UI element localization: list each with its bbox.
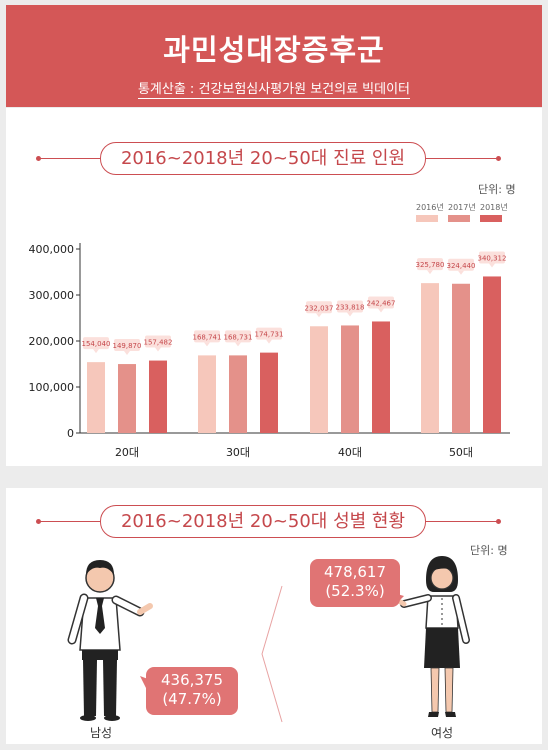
bar — [310, 326, 328, 433]
data-label-tail — [155, 347, 161, 352]
data-label-tail — [378, 308, 384, 313]
x-tick-label: 50대 — [449, 446, 473, 459]
y-tick-label: 300,000 — [29, 289, 75, 302]
x-tick-label: 30대 — [226, 446, 250, 459]
bar — [483, 276, 501, 433]
data-label: 149,870 — [113, 342, 142, 350]
bar — [198, 355, 216, 433]
y-tick-label: 200,000 — [29, 335, 75, 348]
x-tick-label: 40대 — [338, 446, 362, 459]
data-label: 157,482 — [144, 339, 173, 347]
data-label-bg — [225, 330, 251, 343]
section1-title: 2016~2018년 20~50대 진료 인원 — [100, 142, 426, 175]
legend-2018-swatch — [480, 215, 502, 222]
section2-rule-dot-left — [36, 519, 41, 524]
data-label-bg — [479, 251, 505, 264]
female-count: 478,617 — [323, 563, 387, 581]
legend-2017-label: 2017년 — [448, 203, 476, 212]
data-label: 174,731 — [255, 331, 284, 339]
header-banner: 과민성대장증후군 통계산출 : 건강보험심사평가원 보건의료 빅데이터 — [6, 5, 542, 107]
data-label-tail — [266, 339, 272, 344]
divider-chevron — [261, 585, 283, 723]
data-label-tail — [427, 270, 433, 275]
section2-rule-dot-right — [496, 519, 501, 524]
female-label: 여성 — [431, 726, 454, 740]
subtitle-text: 통계산출 : 건강보험심사평가원 보건의료 빅데이터 — [137, 82, 411, 99]
data-label-tail — [316, 313, 322, 318]
male-label: 남성 — [90, 726, 113, 740]
y-tick-label: 400,000 — [29, 243, 75, 256]
page-subtitle: 통계산출 : 건강보험심사평가원 보건의료 빅데이터 — [6, 78, 542, 99]
legend-2018-label: 2018년 — [480, 203, 508, 212]
data-label-bg — [306, 301, 332, 314]
data-label-bg — [83, 337, 109, 350]
data-label: 324,440 — [447, 262, 476, 270]
legend-2017-swatch — [448, 215, 470, 222]
section1-unit: 단위: 명 — [478, 183, 516, 196]
data-label-bg — [256, 327, 282, 340]
legend-2016: 2016년 — [416, 202, 444, 222]
female-percent: (52.3%) — [325, 582, 385, 600]
bar — [452, 283, 470, 433]
data-label-bg — [145, 335, 171, 348]
legend-2017: 2017년 — [448, 202, 476, 222]
data-label: 340,312 — [478, 254, 507, 262]
legend-2018: 2018년 — [480, 202, 508, 222]
female-figure-icon — [394, 556, 470, 717]
section2-unit: 단위: 명 — [470, 544, 508, 557]
data-label-bg — [368, 296, 394, 309]
bar — [229, 355, 247, 433]
section2-title: 2016~2018년 20~50대 성별 현황 — [100, 505, 426, 538]
bar — [260, 352, 278, 433]
section1-rule-dot-right — [496, 156, 501, 161]
male-count: 436,375 — [160, 671, 224, 689]
bar — [87, 362, 105, 433]
data-label-bg — [417, 258, 443, 271]
data-label: 154,040 — [82, 340, 111, 348]
bar — [421, 283, 439, 433]
female-callout: 478,617 (52.3%) — [310, 559, 400, 607]
data-label-bg — [194, 330, 220, 343]
section1-rule-dot-left — [36, 156, 41, 161]
male-callout: 436,375 (47.7%) — [146, 667, 238, 715]
y-tick-label: 100,000 — [29, 381, 75, 394]
data-label-bg — [337, 300, 363, 313]
legend-2016-swatch — [416, 215, 438, 222]
bar — [372, 321, 390, 433]
data-label-tail — [93, 349, 99, 354]
data-label: 242,467 — [367, 299, 396, 307]
male-figure-icon — [67, 560, 153, 721]
bar — [118, 364, 136, 433]
data-label-tail — [347, 312, 353, 317]
y-tick-label: 0 — [67, 427, 74, 440]
page-title: 과민성대장증후군 — [163, 33, 385, 67]
data-label-tail — [204, 342, 210, 347]
data-label-tail — [458, 270, 464, 275]
data-label-tail — [124, 351, 130, 356]
data-label: 232,037 — [305, 304, 334, 312]
data-label: 325,780 — [416, 261, 445, 269]
male-percent: (47.7%) — [162, 690, 222, 708]
data-label: 168,731 — [224, 333, 253, 341]
data-label: 168,741 — [193, 333, 222, 341]
x-tick-label: 20대 — [115, 446, 139, 459]
bar — [149, 360, 167, 433]
legend-2016-label: 2016년 — [416, 203, 444, 212]
data-label-bg — [114, 339, 140, 352]
bar — [341, 325, 359, 433]
data-label-bg — [448, 258, 474, 271]
data-label-tail — [489, 263, 495, 268]
data-label-tail — [235, 342, 241, 347]
data-label: 233,818 — [336, 303, 365, 311]
